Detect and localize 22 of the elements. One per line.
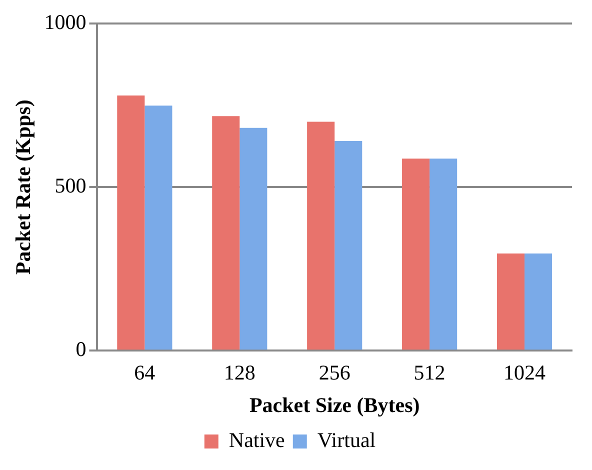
y-tick-label: 1000 bbox=[44, 10, 86, 34]
legend-label: Virtual bbox=[317, 428, 376, 452]
bar bbox=[334, 140, 362, 350]
x-tick-label: 256 bbox=[318, 360, 350, 385]
bar bbox=[430, 158, 458, 350]
bar bbox=[496, 253, 525, 350]
x-tick-label: 512 bbox=[414, 360, 446, 385]
bar bbox=[212, 116, 240, 350]
x-axis-title: Packet Size (Bytes) bbox=[249, 392, 420, 417]
bar bbox=[307, 122, 335, 350]
x-tick-label: 64 bbox=[134, 360, 156, 385]
bar bbox=[402, 158, 430, 350]
bar bbox=[240, 128, 268, 350]
x-tick-label: 128 bbox=[224, 360, 256, 385]
legend-label: Native bbox=[228, 428, 285, 452]
bar bbox=[144, 106, 172, 350]
bar bbox=[117, 96, 145, 350]
x-tick-label: 1024 bbox=[504, 360, 546, 385]
y-tick-label: 0 bbox=[76, 337, 86, 362]
y-axis-title: Packet Rate (Kpps) bbox=[11, 100, 36, 275]
bar bbox=[524, 253, 552, 350]
y-tick-label: 500 bbox=[54, 174, 86, 198]
